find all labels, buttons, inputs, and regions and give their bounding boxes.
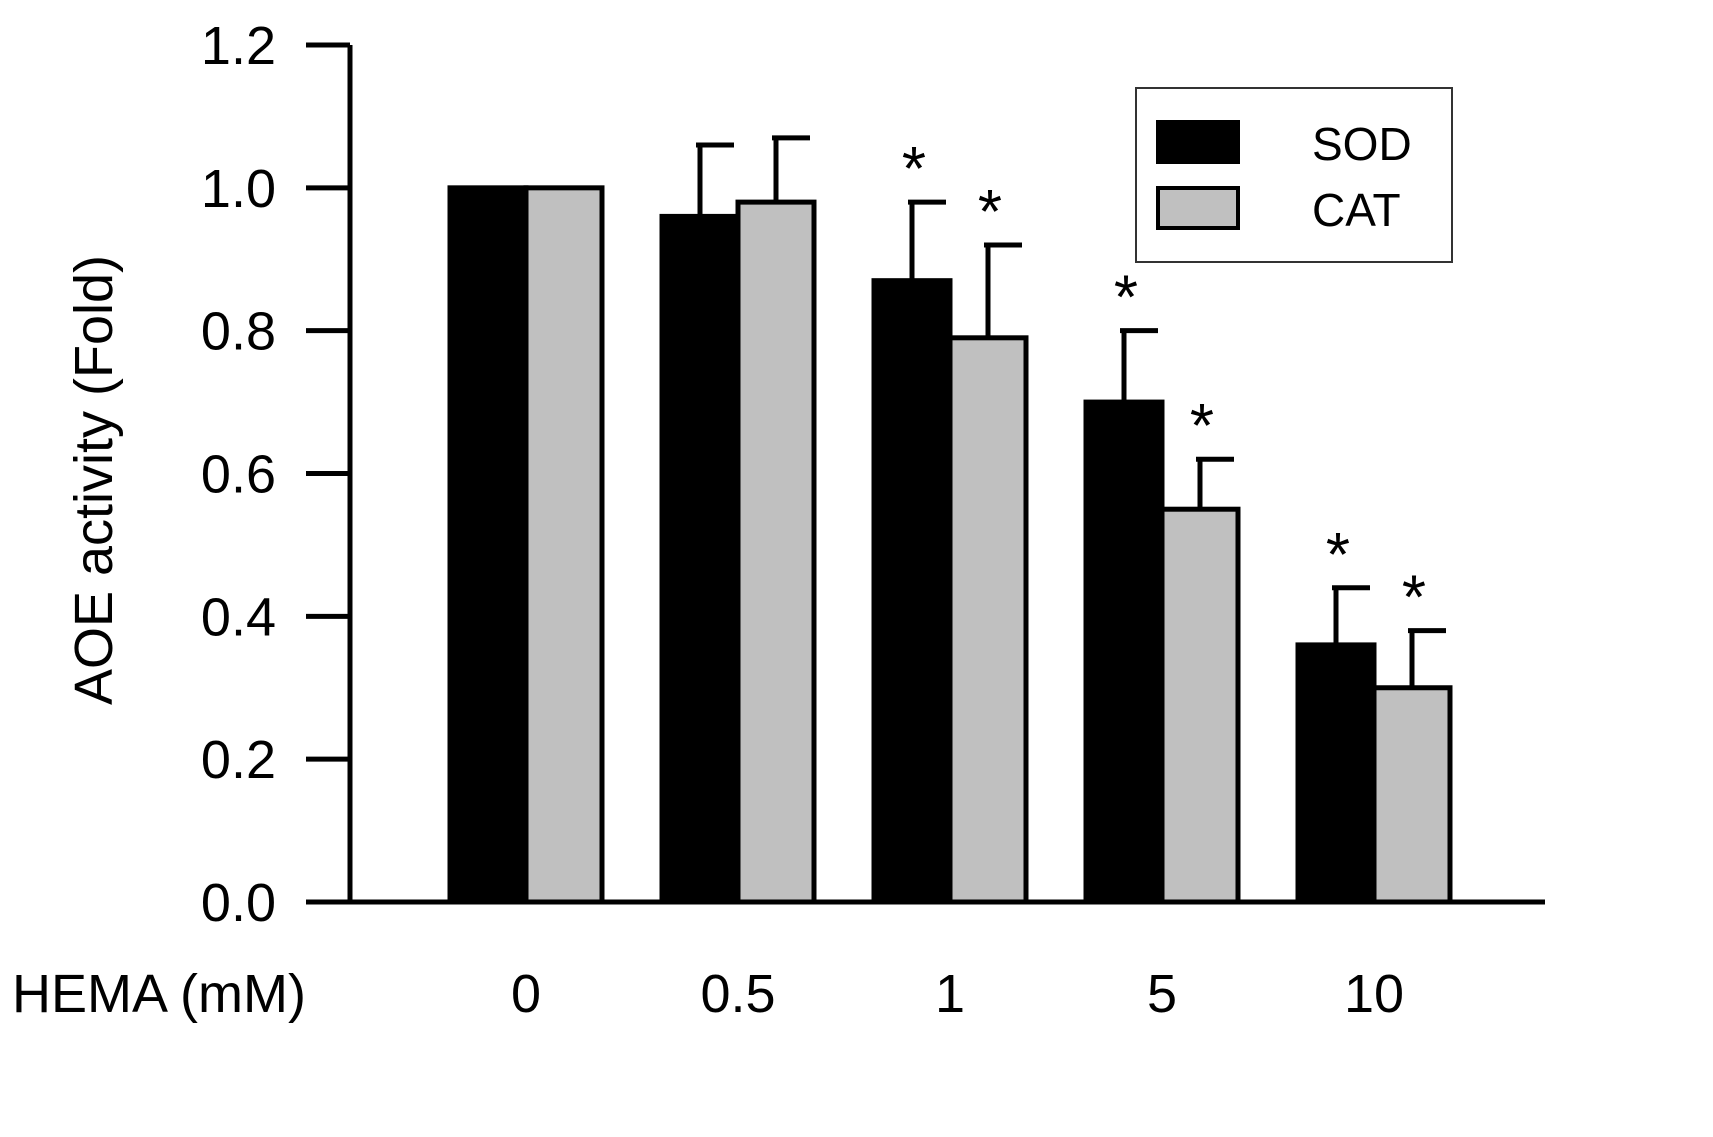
bar-sod [871,278,953,905]
x-axis-title: HEMA (mM) [12,964,306,1024]
legend-label-cat: CAT [1312,184,1401,236]
significance-star: * [1114,264,1138,333]
x-tick-label: 0 [511,964,541,1024]
x-tick-label: 0.5 [700,964,775,1024]
legend-swatch-sod [1156,120,1240,164]
error-bars-layer [696,135,1446,688]
bar-cat [1371,685,1453,905]
significance-star: * [902,135,926,204]
x-tick-label: 10 [1344,964,1404,1024]
legend-box [1135,87,1453,263]
bar-sod [447,185,529,905]
bar-cat [735,199,817,905]
bar-sod [1295,642,1377,905]
y-ticks-layer: 0.0 0.2 0.4 0.6 0.8 1.0 1.2 [201,16,350,933]
y-tick-label: 0.0 [201,873,276,933]
significance-star: * [1190,392,1214,461]
y-tick-label: 1.2 [201,16,276,76]
legend: SOD CAT [1135,87,1453,263]
x-ticks-layer: 0 0.5 1 5 10 [511,964,1404,1024]
bar-cat [1159,506,1241,905]
x-tick-label: 1 [935,964,965,1024]
y-axis-title: AOE activity (Fold) [64,255,124,705]
y-tick-label: 0.6 [201,445,276,505]
significance-layer: * * * * * * [902,135,1426,632]
bar-sod [659,213,741,905]
bar-cat [523,185,605,905]
y-tick-label: 0.2 [201,730,276,790]
bars-layer [447,185,1453,905]
legend-label-sod: SOD [1312,118,1412,170]
y-tick-label: 1.0 [201,159,276,219]
y-tick-label: 0.4 [201,587,276,647]
legend-swatch-cat [1156,186,1240,230]
significance-star: * [978,178,1002,247]
y-tick-label: 0.8 [201,302,276,362]
x-tick-label: 5 [1147,964,1177,1024]
significance-star: * [1402,564,1426,633]
significance-star: * [1326,521,1350,590]
bar-cat [947,335,1029,905]
bar-sod [1083,399,1165,905]
